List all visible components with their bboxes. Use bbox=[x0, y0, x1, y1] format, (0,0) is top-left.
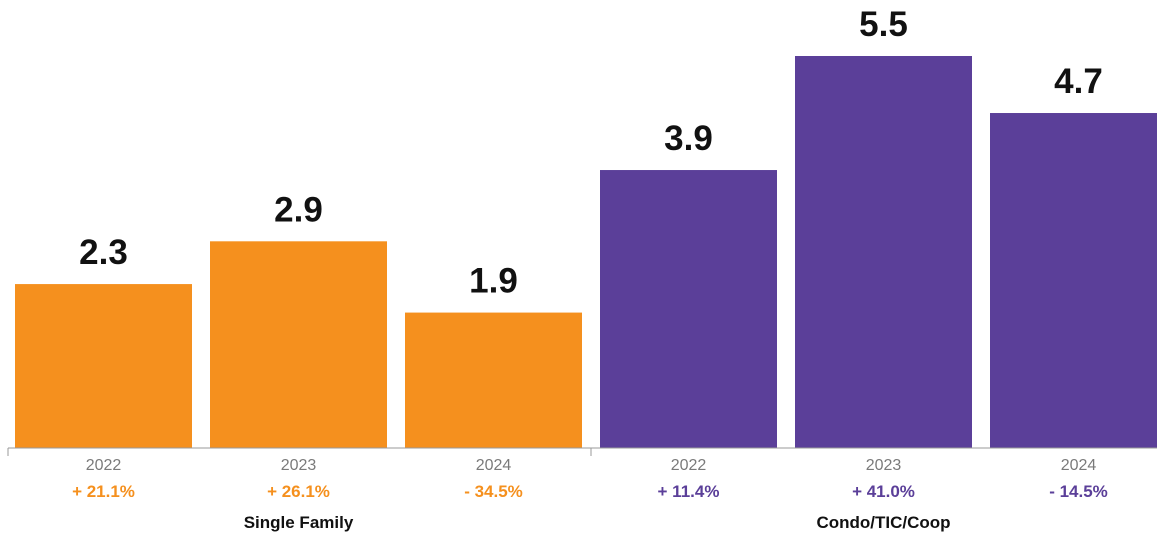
x-tick-label: 2024 bbox=[1061, 457, 1097, 474]
bar bbox=[15, 284, 192, 448]
bar bbox=[600, 170, 777, 448]
bar bbox=[990, 113, 1157, 448]
percent-change-label: - 34.5% bbox=[464, 482, 523, 501]
bar-value-label: 5.5 bbox=[859, 5, 908, 44]
bar bbox=[795, 56, 972, 448]
bar-value-label: 3.9 bbox=[664, 119, 713, 158]
percent-change-label: + 11.4% bbox=[658, 482, 720, 501]
bar-value-label: 2.9 bbox=[274, 190, 323, 229]
group-label: Condo/TIC/Coop bbox=[816, 513, 950, 532]
bar bbox=[405, 312, 582, 448]
bar-value-label: 2.3 bbox=[79, 233, 128, 272]
x-tick-label: 2023 bbox=[866, 457, 902, 474]
x-axis bbox=[7, 447, 1157, 456]
x-tick-label: 2022 bbox=[86, 457, 122, 474]
labels-layer: 2.3 2022 + 21.1% 2.9 2023 + 26.1% 1.9 2024 - 34.… bbox=[72, 5, 1108, 532]
x-tick-label: 2022 bbox=[671, 457, 707, 474]
percent-change-label: - 14.5% bbox=[1049, 482, 1108, 501]
group-label: Single Family bbox=[244, 513, 354, 532]
bar-value-label: 4.7 bbox=[1054, 62, 1103, 101]
bars-layer bbox=[15, 56, 1157, 448]
bar bbox=[210, 241, 387, 448]
x-tick-label: 2024 bbox=[476, 457, 512, 474]
bar-value-label: 1.9 bbox=[469, 262, 518, 301]
percent-change-label: + 41.0% bbox=[852, 482, 915, 501]
percent-change-label: + 26.1% bbox=[267, 482, 330, 501]
percent-change-label: + 21.1% bbox=[72, 482, 135, 501]
x-tick-label: 2023 bbox=[281, 457, 317, 474]
